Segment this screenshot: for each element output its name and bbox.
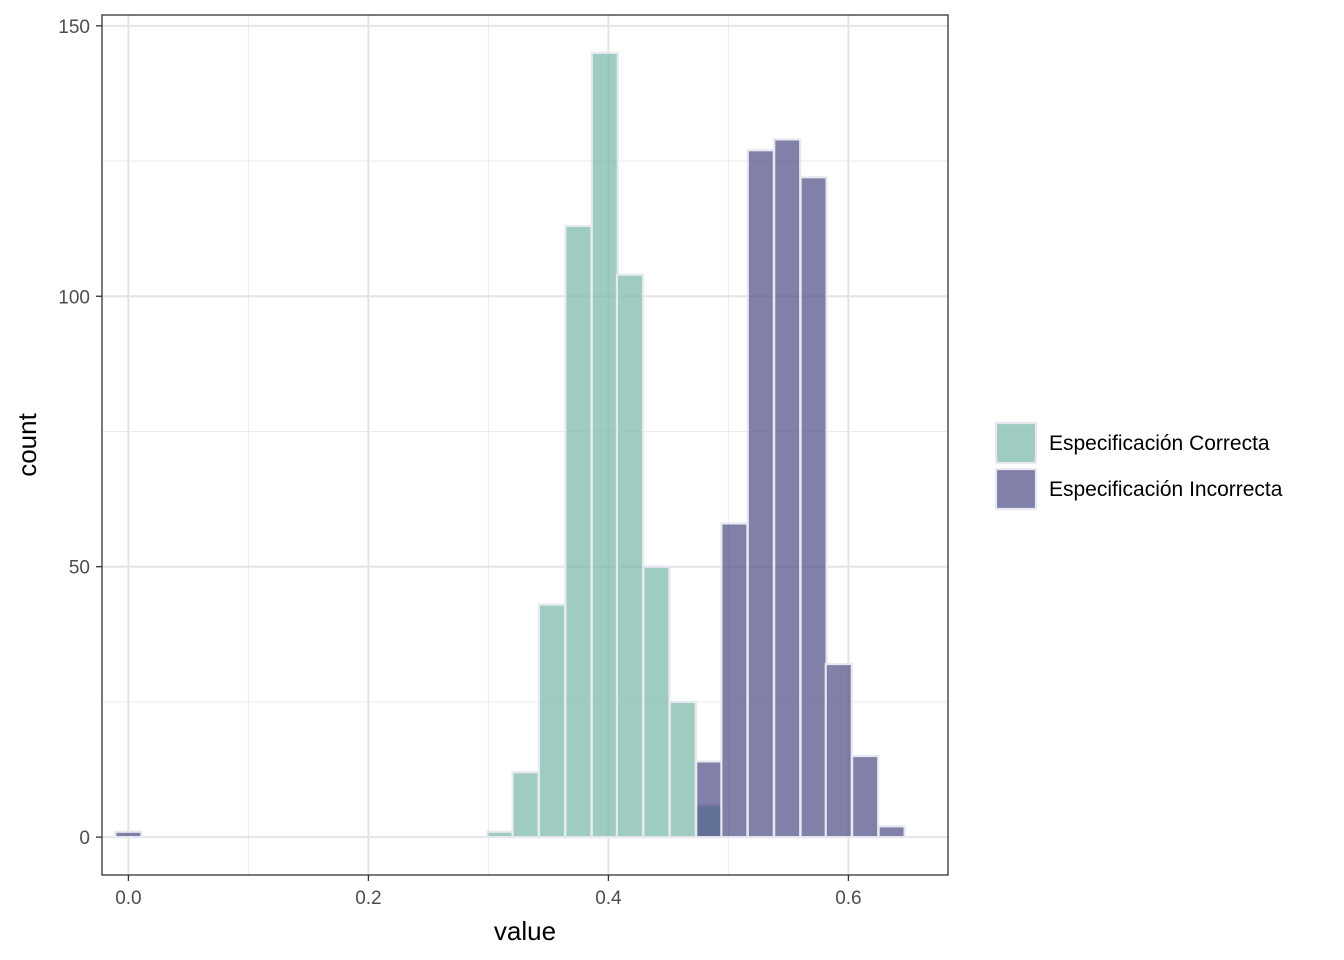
histogram-bar bbox=[114, 830, 143, 839]
x-tick-label: 0.2 bbox=[355, 888, 381, 909]
histogram-bar bbox=[537, 603, 567, 839]
histogram-bar bbox=[695, 760, 724, 839]
y-tick-label: 100 bbox=[58, 287, 90, 308]
histogram-bar bbox=[773, 138, 802, 839]
histogram-bar bbox=[590, 51, 619, 839]
histogram-bar bbox=[564, 224, 593, 839]
bars bbox=[114, 51, 906, 839]
y-tick-label: 150 bbox=[58, 17, 90, 38]
legend-key bbox=[994, 467, 1038, 511]
histogram-bar bbox=[511, 771, 540, 839]
histogram-bar bbox=[824, 662, 853, 839]
legend-label: Especificación Correcta bbox=[1049, 432, 1270, 455]
histogram-bar bbox=[877, 825, 906, 839]
histogram-bar bbox=[851, 754, 880, 839]
axes: 0.0 0.2 0.4 0.6 0 50 100 150 bbox=[58, 17, 861, 909]
histogram-bar bbox=[799, 176, 828, 839]
histogram-bar bbox=[642, 565, 671, 839]
legend-key bbox=[994, 421, 1038, 465]
x-tick-label: 0.6 bbox=[835, 888, 861, 909]
y-axis-title: count bbox=[12, 412, 42, 476]
legend-label: Especificación Incorrecta bbox=[1049, 478, 1283, 501]
panel-border bbox=[101, 14, 949, 876]
histogram-bar bbox=[615, 273, 645, 839]
histogram-bar bbox=[486, 830, 515, 839]
x-tick-label: 0.4 bbox=[595, 888, 622, 909]
histogram-bar bbox=[720, 522, 749, 839]
y-tick-label: 0 bbox=[79, 828, 90, 849]
legend: Especificación Correcta Especificación In… bbox=[994, 421, 1283, 511]
x-axis-title: value bbox=[494, 916, 556, 946]
histogram-bar bbox=[746, 149, 775, 839]
y-tick-label: 50 bbox=[69, 558, 90, 579]
x-tick-label: 0.0 bbox=[115, 888, 141, 909]
histogram-bar bbox=[668, 700, 697, 839]
